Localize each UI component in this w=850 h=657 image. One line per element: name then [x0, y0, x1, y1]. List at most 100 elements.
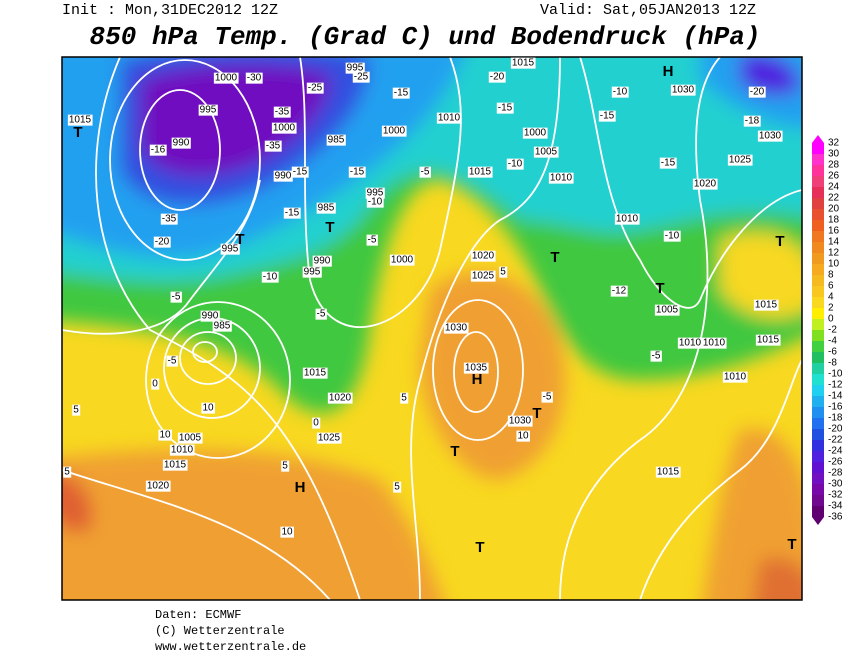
label-box [753, 299, 779, 311]
colorbar-segment [812, 275, 824, 286]
map-field [62, 57, 802, 600]
label-box [200, 310, 220, 322]
label-box [212, 320, 232, 332]
isoline-label: 1010 [171, 445, 194, 456]
colorbar-segment [812, 462, 824, 473]
isoline-label: -10 [263, 272, 278, 283]
isoline-label: 1015 [755, 300, 778, 311]
label-box [470, 270, 496, 282]
isoline-label: 1015 [469, 167, 492, 178]
label-box [306, 82, 324, 94]
isoline-label: 1000 [524, 128, 547, 139]
colorbar-label: 2 [828, 303, 834, 314]
isoline-label: 995 [222, 244, 239, 255]
colorbar-segment [812, 341, 824, 352]
label-box [659, 157, 677, 169]
isoline-label: 5 [394, 482, 400, 493]
label-box [507, 415, 533, 427]
colorbar-segment [812, 429, 824, 440]
colorbar-segment [812, 319, 824, 330]
colorbar-segment [812, 506, 824, 517]
colorbar-label: -14 [828, 391, 843, 402]
label-box [654, 304, 680, 316]
colorbar-label: -24 [828, 446, 843, 457]
isoline-label: -35 [162, 214, 177, 225]
isoline-label: -20 [155, 237, 170, 248]
isoline-label: 1030 [672, 85, 695, 96]
isoline-label: 5 [282, 461, 288, 472]
colorbar-segment [812, 484, 824, 495]
isoline-label: -15 [600, 111, 615, 122]
isoline-label: 1015 [757, 335, 780, 346]
isoline-label: 1015 [657, 467, 680, 478]
label-box [488, 71, 506, 83]
label-box [392, 87, 410, 99]
colorbar-label: 14 [828, 237, 840, 248]
isoline-label: 990 [314, 256, 331, 267]
isoline-label: 10 [281, 527, 293, 538]
colorbar-cap [812, 135, 824, 143]
colorbar-label: 24 [828, 182, 840, 193]
colorbar-label: -2 [828, 325, 837, 336]
label-box [548, 172, 574, 184]
colorbar-segment [812, 363, 824, 374]
colorbar-segment [812, 396, 824, 407]
isoline-label: 5 [73, 405, 79, 416]
colorbar-segment [812, 418, 824, 429]
isoline-label: -25 [354, 72, 369, 83]
label-box [273, 106, 291, 118]
label-box [366, 234, 378, 246]
isoline-label: 10 [202, 403, 214, 414]
label-box [283, 207, 301, 219]
isoline-label: 995 [347, 63, 364, 74]
label-box [611, 86, 629, 98]
colorbar-label: -32 [828, 490, 843, 501]
colorbar-segment [812, 165, 824, 176]
colorbar-label: -8 [828, 358, 837, 369]
isoline-label: -5 [652, 351, 661, 362]
map-frame [61, 56, 803, 601]
label-box [755, 334, 781, 346]
label-box [722, 371, 748, 383]
label-box [598, 110, 616, 122]
init-time: Init : Mon,31DEC2012 12Z [62, 2, 278, 19]
isoline-label: 1000 [215, 73, 238, 84]
pressure-center: H [663, 63, 674, 80]
label-box [365, 187, 385, 199]
isoline-label: 990 [275, 171, 292, 182]
label-box [463, 362, 489, 374]
colorbar-segment [812, 253, 824, 264]
label-box [748, 86, 766, 98]
label-box [171, 137, 191, 149]
colorbar-label: 20 [828, 204, 840, 215]
isoline-label: 1020 [694, 179, 717, 190]
label-box [443, 322, 469, 334]
label-box [727, 154, 753, 166]
isoline-label: -5 [172, 292, 181, 303]
label-box [169, 444, 195, 456]
colorbar-label: 28 [828, 160, 840, 171]
label-box [352, 71, 370, 83]
colorbar-label: -12 [828, 380, 843, 391]
isoline-label: -15 [498, 103, 513, 114]
label-box [149, 144, 167, 156]
label-box [198, 104, 218, 116]
isoline-label: 1015 [304, 368, 327, 379]
isoline-label: 10 [517, 431, 529, 442]
isoline-label: 1005 [656, 305, 679, 316]
colorbar-segment [812, 385, 824, 396]
pressure-center: T [775, 233, 784, 250]
label-box [348, 166, 366, 178]
label-box [345, 62, 365, 74]
label-box [499, 266, 508, 278]
isoline-label: -35 [266, 141, 281, 152]
isoline-label: -5 [368, 235, 377, 246]
isoline-label: -18 [745, 116, 760, 127]
colorbar-segment [812, 187, 824, 198]
label-box [153, 236, 171, 248]
label-box [663, 230, 681, 242]
label-box [158, 429, 172, 441]
label-box [151, 378, 160, 390]
isoline-label: -20 [490, 72, 505, 83]
isoline-label: 1025 [318, 433, 341, 444]
